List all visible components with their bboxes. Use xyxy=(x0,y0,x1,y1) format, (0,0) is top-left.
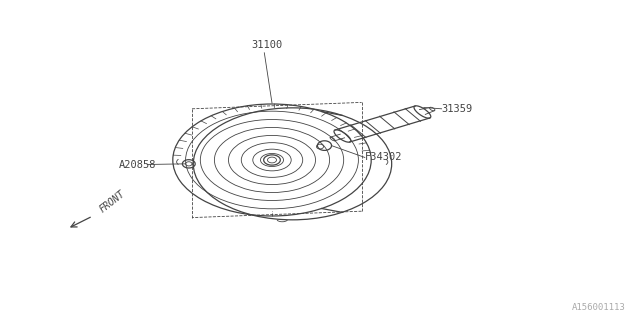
Text: 31359: 31359 xyxy=(442,104,473,114)
Text: 31100: 31100 xyxy=(252,40,283,50)
Text: FRONT: FRONT xyxy=(98,188,127,214)
Text: A20858: A20858 xyxy=(118,160,156,171)
Text: A156001113: A156001113 xyxy=(572,303,626,312)
Text: F34302: F34302 xyxy=(365,152,403,163)
